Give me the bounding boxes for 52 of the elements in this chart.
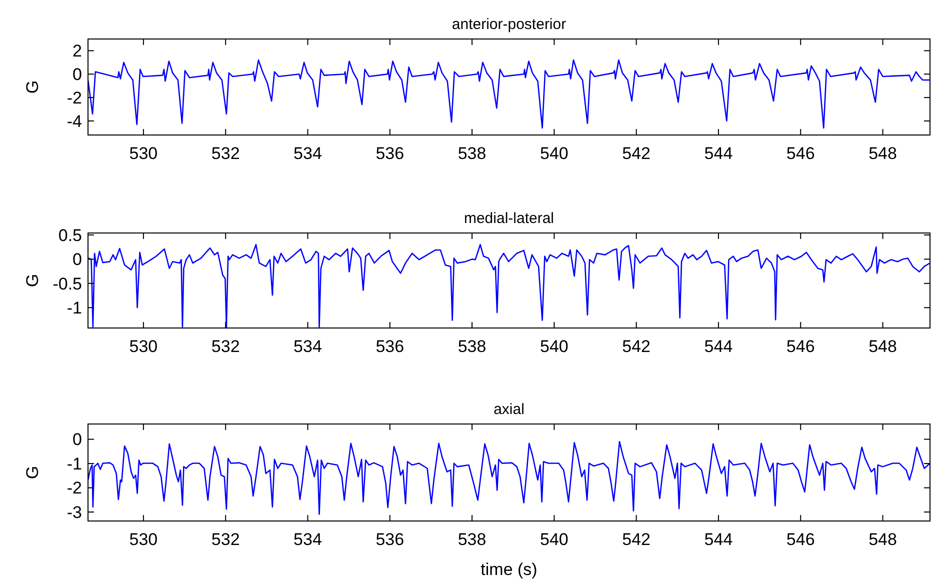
x-tick-label: 532 (211, 337, 240, 356)
line-series (88, 244, 930, 328)
x-tick-label: 536 (376, 530, 404, 549)
x-tick-label: 530 (129, 144, 158, 163)
chart-title: axial (494, 401, 524, 418)
x-tick-label: 544 (704, 530, 733, 549)
y-tick-label: -0.5 (52, 274, 82, 294)
x-tick-label: 542 (622, 337, 651, 356)
y-tick-label: -1 (66, 298, 82, 318)
y-axis-title: G (23, 80, 42, 94)
x-tick-label: 532 (211, 530, 240, 549)
x-tick-label: 540 (540, 144, 568, 163)
line-series (88, 59, 930, 129)
line-series (88, 441, 930, 515)
x-tick-label: 536 (376, 337, 404, 356)
x-tick-label: 546 (786, 337, 815, 356)
y-tick-label: -2 (66, 478, 82, 498)
y-tick-label: -1 (66, 454, 82, 474)
chart-title: anterior-posterior (452, 16, 566, 33)
x-tick-label: 538 (458, 530, 486, 549)
x-tick-label: 538 (458, 144, 486, 163)
x-tick-label: 542 (622, 530, 651, 549)
x-tick-label: 534 (294, 530, 322, 549)
y-tick-label: -3 (66, 502, 82, 522)
y-tick-label: 0 (72, 250, 82, 270)
x-tick-label: 548 (868, 337, 897, 356)
x-tick-label: 542 (622, 144, 651, 163)
y-tick-label: -2 (66, 88, 82, 108)
x-tick-label: 538 (458, 337, 486, 356)
y-tick-label: -4 (66, 112, 82, 131)
x-tick-label: 534 (294, 144, 322, 163)
x-tick-label: 534 (294, 337, 322, 356)
x-tick-label: 546 (786, 530, 815, 549)
x-tick-label: 530 (129, 530, 158, 549)
y-tick-label: 2 (72, 42, 82, 61)
y-axis-title: G (23, 274, 42, 288)
x-tick-label: 532 (211, 144, 240, 163)
x-tick-label: 544 (704, 144, 733, 163)
y-tick-label: 0.5 (58, 226, 82, 245)
y-tick-label: 0 (72, 65, 82, 84)
y-tick-label: 0 (72, 430, 82, 450)
x-axis-title: time (s) (480, 560, 538, 579)
chart-title: medial-lateral (464, 210, 554, 227)
x-tick-label: 544 (704, 337, 733, 356)
x-tick-label: 548 (868, 530, 897, 549)
y-axis-title: G (23, 466, 42, 480)
x-tick-label: 540 (540, 337, 568, 356)
x-tick-label: 530 (129, 337, 158, 356)
x-tick-label: 548 (868, 144, 897, 163)
x-tick-label: 546 (786, 144, 815, 163)
x-tick-label: 536 (376, 144, 404, 163)
x-tick-label: 540 (540, 530, 568, 549)
